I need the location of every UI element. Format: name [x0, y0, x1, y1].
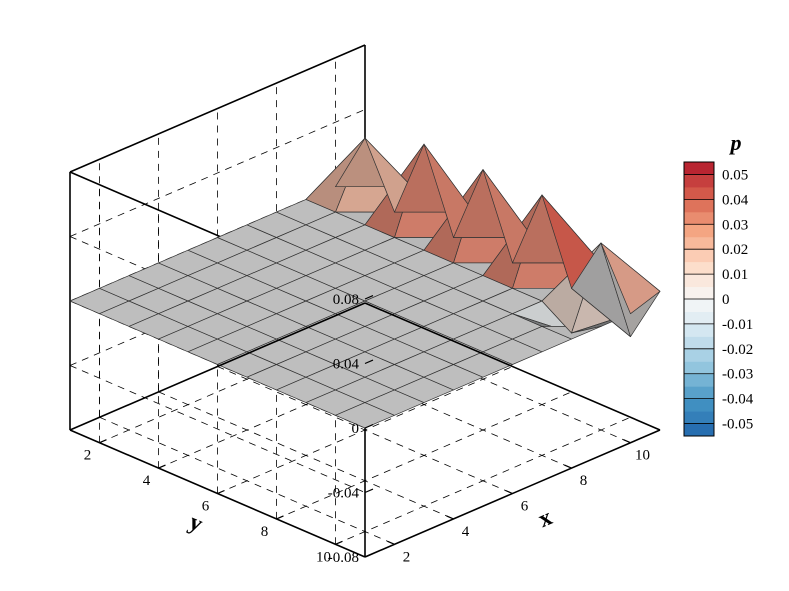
colorbar-tick-label: -0.01 [722, 317, 753, 333]
x-tick-mark [565, 465, 572, 468]
x-axis-label: x [535, 504, 556, 533]
z-tick-label: -0.08 [328, 550, 359, 566]
colorbar-tick-label: 0.03 [722, 217, 748, 233]
colorbar-band [684, 374, 714, 387]
colorbar-band [684, 386, 714, 399]
colorbar-tick-label: -0.05 [722, 417, 753, 433]
colorbar-tick-label: 0 [722, 292, 730, 308]
colorbar-band [684, 174, 714, 187]
colorbar-band [684, 287, 714, 300]
colorbar-band [684, 237, 714, 250]
z-tick-mark [365, 489, 373, 492]
colorbar-band [684, 224, 714, 237]
colorbar-band [684, 349, 714, 362]
x-tick-mark [624, 440, 631, 443]
z-tick-mark [365, 554, 373, 557]
x-tick-label: 4 [462, 524, 470, 540]
y-tick-mark [277, 516, 284, 519]
colorbar-band [684, 399, 714, 412]
colorbar-title: p [729, 130, 742, 155]
y-tick-label: 10 [316, 549, 331, 565]
colorbar-band [684, 199, 714, 212]
y-tick-mark [159, 465, 166, 468]
colorbar-band [684, 162, 714, 175]
colorbar-tick-label: 0.05 [722, 167, 748, 183]
colorbar-band [684, 262, 714, 275]
y-tick-mark [218, 491, 225, 494]
colorbar-tick-label: 0.04 [722, 192, 749, 208]
y-tick-label: 4 [143, 473, 151, 489]
z-tick-label: 0.04 [333, 357, 360, 373]
colorbar-band [684, 187, 714, 200]
x-tick-mark [447, 516, 454, 519]
colorbar-band [684, 212, 714, 225]
colorbar-tick-label: 0.01 [722, 267, 748, 283]
y-tick-mark [100, 440, 107, 443]
colorbar-band [684, 324, 714, 337]
colorbar-band [684, 411, 714, 424]
colorbar-band [684, 311, 714, 324]
y-tick-label: 8 [261, 524, 269, 540]
colorbar-band [684, 336, 714, 349]
colorbar-band [684, 274, 714, 287]
colorbar-tick-label: -0.03 [722, 367, 753, 383]
colorbar-tick-label: 0.02 [722, 242, 748, 258]
y-axis-label: y [185, 509, 206, 538]
z-tick-label: -0.04 [328, 486, 360, 502]
colorbar: 0.05 0.04 0.03 0.02 0.01 0 -0.01 -0.02 -0.03 -0.0… [684, 162, 754, 437]
x-axis-ticks: 2 4 6 8 10 [388, 440, 651, 566]
x-tick-label: 8 [580, 473, 588, 489]
x-tick-label: 6 [521, 499, 529, 515]
x-tick-label: 10 [635, 448, 650, 464]
colorbar-tick-label: -0.04 [722, 392, 754, 408]
x-tick-mark [506, 491, 513, 494]
colorbar-band [684, 249, 714, 262]
colorbar-band [684, 299, 714, 312]
colorbar-band [684, 424, 714, 437]
colorbar-tick-label: -0.02 [722, 342, 753, 358]
x-tick-label: 2 [403, 549, 411, 565]
y-tick-label: 2 [84, 448, 92, 464]
y-tick-mark [336, 541, 343, 544]
z-tick-label: 0.08 [333, 292, 359, 308]
colorbar-band [684, 361, 714, 374]
z-tick-label: 0 [352, 421, 360, 437]
x-tick-mark [388, 541, 395, 544]
